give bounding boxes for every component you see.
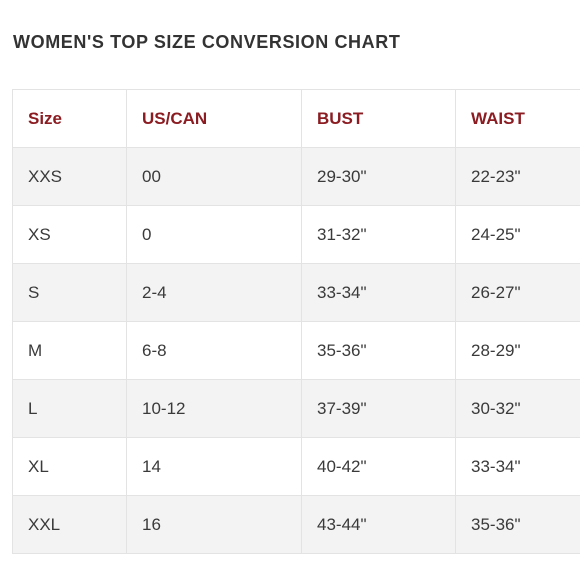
cell-waist: 30-32" [455,379,580,438]
cell-waist: 35-36" [455,495,580,554]
cell-size: XS [12,205,127,264]
table-row: S 2-4 33-34" 26-27" [12,263,580,322]
cell-us-can: 10-12 [126,379,302,438]
cell-bust: 33-34" [301,263,456,322]
cell-us-can: 0 [126,205,302,264]
cell-us-can: 2-4 [126,263,302,322]
cell-bust: 40-42" [301,437,456,496]
table-header-row: Size US/CAN BUST WAIST [12,89,580,148]
table-row: XL 14 40-42" 33-34" [12,437,580,496]
cell-waist: 26-27" [455,263,580,322]
cell-bust: 31-32" [301,205,456,264]
cell-bust: 37-39" [301,379,456,438]
page-title: WOMEN'S TOP SIZE CONVERSION CHART [13,32,401,52]
table-row: XS 0 31-32" 24-25" [12,205,580,264]
cell-bust: 43-44" [301,495,456,554]
table-row: XXS 00 29-30" 22-23" [12,147,580,206]
header-waist: WAIST [455,89,580,148]
table-row: M 6-8 35-36" 28-29" [12,321,580,380]
cell-us-can: 00 [126,147,302,206]
cell-bust: 35-36" [301,321,456,380]
cell-bust: 29-30" [301,147,456,206]
cell-size: M [12,321,127,380]
cell-size: S [12,263,127,322]
cell-waist: 22-23" [455,147,580,206]
cell-waist: 24-25" [455,205,580,264]
header-bust: BUST [301,89,456,148]
table-row: L 10-12 37-39" 30-32" [12,379,580,438]
header-size: Size [12,89,127,148]
cell-us-can: 16 [126,495,302,554]
cell-us-can: 14 [126,437,302,496]
table-row: XXL 16 43-44" 35-36" [12,495,580,554]
header-us-can: US/CAN [126,89,302,148]
cell-size: L [12,379,127,438]
cell-waist: 33-34" [455,437,580,496]
cell-waist: 28-29" [455,321,580,380]
cell-us-can: 6-8 [126,321,302,380]
cell-size: XXL [12,495,127,554]
cell-size: XL [12,437,127,496]
size-conversion-table: Size US/CAN BUST WAIST XXS 00 29-30" 22-… [12,89,580,554]
cell-size: XXS [12,147,127,206]
